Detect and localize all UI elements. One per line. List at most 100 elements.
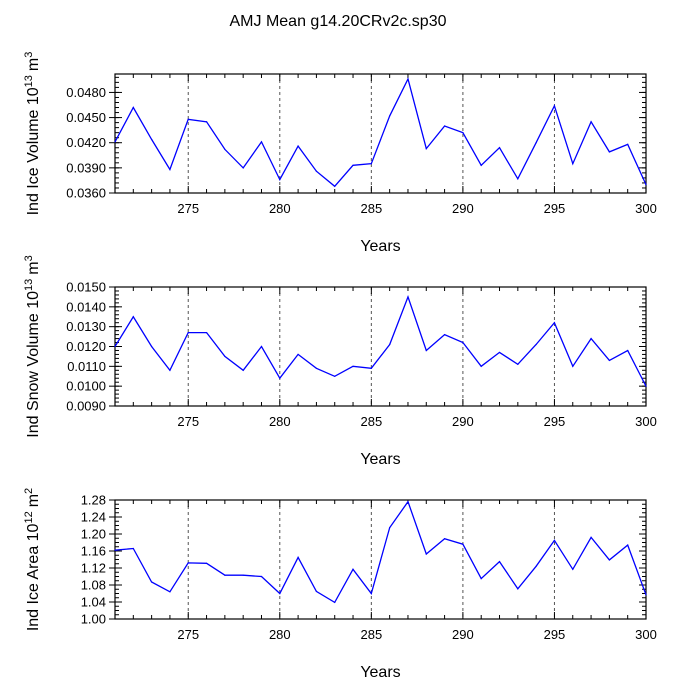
x-tick-label: 295 <box>544 414 566 429</box>
data-point <box>498 147 501 149</box>
data-point <box>517 178 519 180</box>
data-point <box>260 345 263 348</box>
data-point <box>315 367 318 369</box>
data-point <box>608 151 610 153</box>
data-point <box>480 164 482 166</box>
series-line <box>114 294 647 387</box>
series-line <box>114 500 647 604</box>
data-point <box>370 163 372 165</box>
y-tick-label: 0.0450 <box>66 110 106 125</box>
data-point <box>151 138 153 140</box>
x-tick-label: 300 <box>635 414 657 429</box>
y-axis-label-unit: m <box>25 261 42 274</box>
y-axis-label-unit: m <box>25 58 42 71</box>
y-tick-label: 0.0480 <box>66 85 106 100</box>
x-tick-label: 290 <box>452 201 474 216</box>
y-axis-label-main: Ind Ice Volume 10 <box>25 87 42 215</box>
data-point <box>425 147 427 150</box>
chart-title: AMJ Mean g14.20CRv2c.sp30 <box>230 13 447 30</box>
data-point <box>407 78 409 80</box>
data-point <box>389 343 391 346</box>
x-tick-label: 280 <box>269 627 291 642</box>
x-tick-label: 285 <box>360 627 382 642</box>
data-point <box>132 547 134 550</box>
data-point <box>370 592 372 595</box>
data-point <box>480 365 482 367</box>
data-point <box>315 170 318 172</box>
y-tick-label: 1.24 <box>81 510 106 525</box>
data-point <box>498 561 501 563</box>
data-point <box>517 363 519 365</box>
data-point <box>205 332 208 334</box>
data-point <box>334 185 336 187</box>
x-tick-label: 290 <box>452 627 474 642</box>
panel-3: 275 280 285 290 295 300 1.00 1.04 1.08 1.12 1.16 1.… <box>23 488 657 678</box>
y-axis-label-unit-exponent: 3 <box>23 255 35 261</box>
x-axis-label: Years <box>360 664 400 678</box>
y-axis-label-unit-exponent: 2 <box>23 488 35 494</box>
plot-frame <box>114 286 647 407</box>
y-tick-label: 1.00 <box>81 612 106 627</box>
data-point <box>553 105 556 107</box>
x-tick-label: 300 <box>635 201 657 216</box>
data-point <box>407 296 409 298</box>
data-point <box>425 553 427 555</box>
panel-2: 275 280 285 290 295 300 0.0090 0.0100 0.0110 0.01… <box>23 255 657 468</box>
y-axis-label: Ind Ice Volume 1013 m3 <box>23 52 42 216</box>
data-point <box>572 568 574 570</box>
data-point <box>352 164 354 166</box>
x-tick-label: 275 <box>177 201 199 216</box>
data-point <box>242 369 244 371</box>
data-point <box>553 322 556 324</box>
x-axis-label: Years <box>360 238 400 255</box>
data-point <box>645 594 647 596</box>
y-tick-label: 0.0150 <box>66 280 106 295</box>
data-point <box>205 121 208 123</box>
data-point <box>535 142 537 144</box>
data-point <box>627 349 629 352</box>
x-tick-label: 285 <box>360 414 382 429</box>
series-line <box>114 77 647 188</box>
data-point <box>517 588 519 590</box>
y-axis-label-unit: m <box>25 494 42 507</box>
data-point <box>297 145 299 147</box>
data-point <box>443 125 446 127</box>
y-axis-label-exponent: 12 <box>23 511 35 523</box>
plot-frame <box>114 73 647 194</box>
data-point <box>187 118 189 120</box>
data-point <box>114 549 116 551</box>
y-tick-label: 1.28 <box>81 493 106 508</box>
data-point <box>352 365 354 367</box>
data-point <box>590 121 592 123</box>
data-point <box>498 351 501 354</box>
y-axis-label-main: Ind Ice Area 10 <box>25 523 42 631</box>
data-point <box>224 148 226 151</box>
x-tick-label: 295 <box>544 201 566 216</box>
data-point <box>553 539 556 541</box>
data-point <box>242 167 244 169</box>
data-point <box>425 349 427 352</box>
y-axis-label: Ind Snow Volume 1013 m3 <box>23 255 42 437</box>
data-point <box>370 367 372 369</box>
y-tick-label: 0.0120 <box>66 339 106 354</box>
data-point <box>645 385 647 387</box>
x-tick-label: 300 <box>635 627 657 642</box>
x-tick-label: 275 <box>177 627 199 642</box>
x-tick-label: 280 <box>269 414 291 429</box>
data-point <box>114 141 116 143</box>
data-point <box>187 332 189 334</box>
data-point <box>443 334 446 336</box>
data-point <box>572 163 574 165</box>
data-point <box>535 565 537 567</box>
data-point <box>627 544 629 546</box>
x-tick-label: 290 <box>452 414 474 429</box>
data-point <box>279 592 281 595</box>
data-point <box>187 562 189 564</box>
data-point <box>205 562 208 564</box>
data-point <box>279 377 281 379</box>
data-point <box>169 168 171 171</box>
data-point <box>627 143 629 145</box>
data-point <box>242 574 244 576</box>
x-tick-label: 295 <box>544 627 566 642</box>
y-tick-label: 1.12 <box>81 561 106 576</box>
